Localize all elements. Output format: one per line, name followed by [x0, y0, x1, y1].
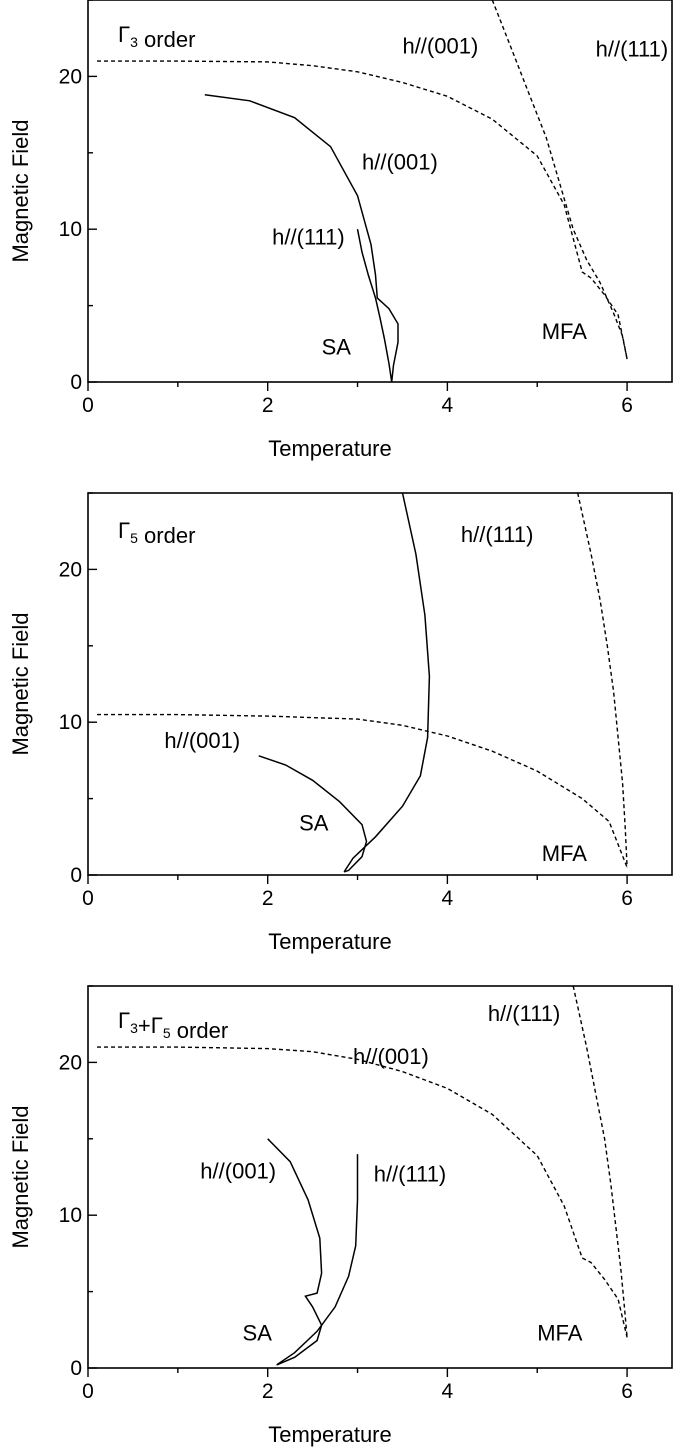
- y-tick-label: 0: [70, 371, 82, 394]
- annotation-label: SA: [299, 811, 329, 836]
- annotation-label: h//(111): [272, 224, 345, 249]
- x-axis-label: Temperature: [268, 1422, 392, 1447]
- annotation-label: SA: [243, 1320, 273, 1345]
- x-tick-label: 0: [82, 394, 94, 417]
- annotation-label: h//(001): [353, 1044, 429, 1069]
- x-tick-label: 4: [442, 887, 454, 910]
- annotation-label: MFA: [542, 319, 588, 344]
- annotation-label: h//(001): [164, 728, 240, 753]
- panel-title: Γ3+Γ5 order: [118, 1008, 228, 1043]
- x-axis-label: Temperature: [268, 436, 392, 461]
- y-tick-label: 0: [70, 1357, 82, 1380]
- x-tick-label: 4: [442, 394, 454, 417]
- series-dashed-1: [97, 1046, 628, 1338]
- y-tick-label: 10: [59, 1204, 82, 1227]
- series-solid-4: [276, 1154, 359, 1366]
- series-dashed-2: [491, 0, 628, 360]
- annotation-label: h//(001): [200, 1159, 276, 1184]
- series-solid-3: [343, 492, 431, 873]
- chart-panel-3: 0 2 4 6 0 10 20 Temperature Magnetic Field Γ3+Γ5 …: [8, 985, 673, 1447]
- x-tick-label: 2: [262, 1380, 274, 1403]
- x-tick-label: 2: [262, 394, 274, 417]
- series-solid-4: [356, 229, 393, 383]
- series-dashed-2: [577, 492, 628, 868]
- annotation-label: h//(001): [402, 33, 478, 58]
- series-solid-4: [258, 755, 368, 873]
- panel-title: Γ3 order: [118, 22, 195, 52]
- x-axis-label: Temperature: [268, 929, 392, 954]
- y-axis-label: Magnetic Field: [8, 119, 33, 262]
- y-tick-label: 10: [59, 711, 82, 734]
- annotation-label: h//(111): [596, 37, 669, 62]
- x-tick-label: 0: [82, 1380, 94, 1403]
- chart-panel-1: 0 2 4 6 0 10 20 Temperature Magnetic Field Γ3 ord…: [8, 0, 673, 461]
- annotation-label: MFA: [537, 1320, 583, 1345]
- plot-frame: [87, 0, 673, 383]
- series-dashed-1: [97, 60, 628, 360]
- panel-title: Γ5 order: [118, 518, 195, 548]
- x-tick-label: 6: [621, 394, 633, 417]
- annotation-label: h//(111): [374, 1162, 447, 1187]
- x-tick-label: 6: [621, 1380, 633, 1403]
- annotation-label: SA: [322, 334, 352, 359]
- y-axis-label: Magnetic Field: [8, 612, 33, 755]
- series-dashed-1: [97, 713, 628, 868]
- x-tick-label: 0: [82, 887, 94, 910]
- y-tick-label: 0: [70, 864, 82, 887]
- x-tick-label: 4: [442, 1380, 454, 1403]
- annotation-label: h//(001): [362, 150, 438, 175]
- y-tick-label: 20: [59, 1051, 82, 1074]
- x-tick-label: 6: [621, 887, 633, 910]
- y-tick-label: 20: [59, 558, 82, 581]
- y-tick-label: 20: [59, 65, 82, 88]
- chart-panel-2: 0 2 4 6 0 10 20 Temperature Magnetic Field Γ5 ord…: [8, 492, 673, 954]
- x-tick-label: 2: [262, 887, 274, 910]
- annotation-label: h//(111): [488, 1001, 561, 1026]
- y-axis-label: Magnetic Field: [8, 1105, 33, 1248]
- y-tick-label: 10: [59, 218, 82, 241]
- series-dashed-2: [572, 985, 628, 1338]
- series-solid-3: [267, 1138, 323, 1366]
- annotation-label: MFA: [542, 841, 588, 866]
- series-solid-3: [204, 93, 399, 383]
- plot-frame: [87, 492, 673, 876]
- annotation-label: h//(111): [461, 522, 534, 547]
- plot-frame: [87, 985, 673, 1369]
